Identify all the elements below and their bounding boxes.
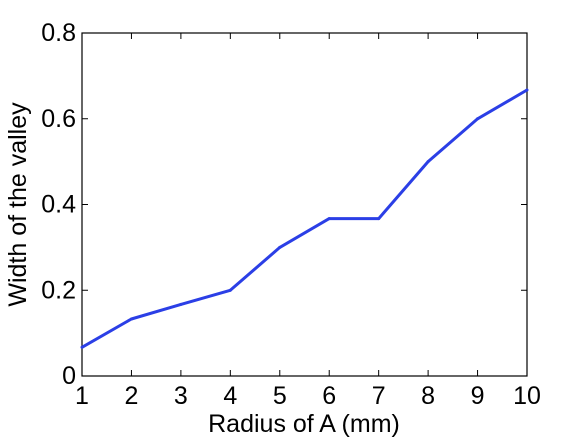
data-point [377, 217, 381, 221]
y-axis-label: Width of the valley [4, 102, 32, 307]
series-line [81, 88, 528, 349]
x-tick-label: 7 [372, 382, 386, 410]
data-point [228, 288, 232, 292]
y-tick-label: 0 [62, 362, 76, 390]
x-tick-label: 10 [513, 382, 541, 410]
x-tick-label: 3 [174, 382, 188, 410]
series-layer [80, 88, 529, 349]
x-tick-label: 8 [421, 382, 435, 410]
data-point [179, 302, 183, 306]
data-point [129, 317, 133, 321]
y-axis-ticks: 0 0.2 0.4 0.6 0.8 [41, 19, 527, 390]
data-point [525, 88, 529, 92]
plot-area [81, 32, 528, 377]
y-tick-label: 0.2 [41, 276, 76, 304]
x-tick-label: 4 [223, 382, 237, 410]
data-point [80, 345, 84, 349]
x-axis-label: Radius of A (mm) [208, 410, 400, 438]
data-point [278, 245, 282, 249]
x-tick-label: 1 [75, 382, 89, 410]
x-tick-label: 6 [322, 382, 336, 410]
data-point [426, 160, 430, 164]
data-point [476, 117, 480, 121]
x-tick-label: 9 [471, 382, 485, 410]
y-tick-label: 0.4 [41, 191, 76, 219]
y-tick-label: 0.6 [41, 105, 76, 133]
x-axis-ticks: 1 2 3 4 5 6 7 8 9 10 [75, 33, 541, 410]
y-tick-label: 0.8 [41, 19, 76, 47]
x-tick-label: 2 [124, 382, 138, 410]
x-tick-label: 5 [273, 382, 287, 410]
data-point [327, 217, 331, 221]
